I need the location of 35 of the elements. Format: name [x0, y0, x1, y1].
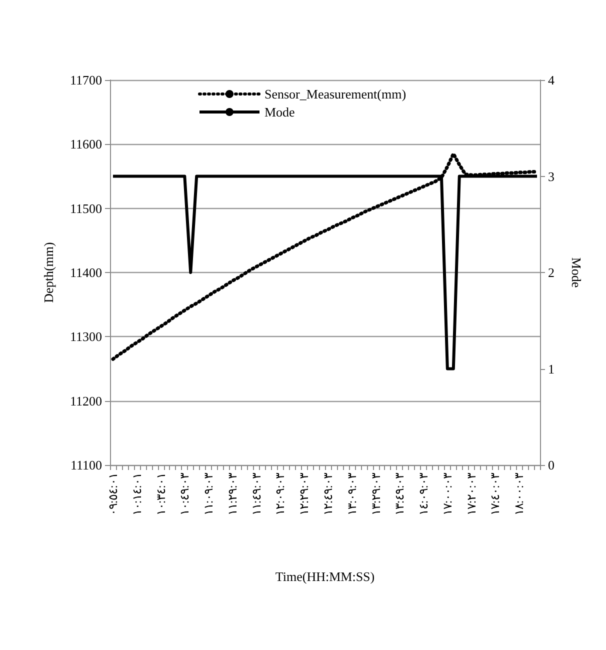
- x-tick-label: ١٣:٢٩:٠٣: [368, 472, 383, 516]
- x-tick-label: ١٤:٠٩:٠٣: [416, 472, 431, 516]
- x-tick-label: ١٠:٤٩:٠٣: [178, 472, 192, 516]
- x-tick-label: ١٢:٢٩:٠٣: [297, 472, 312, 516]
- y-tick-label: 11100: [70, 458, 102, 472]
- x-tick-label: ١١:٤٩:٠٣: [249, 472, 264, 516]
- x-tick-label: ٠٩:٥٤:٠١: [106, 473, 120, 516]
- y-tick-label: 11200: [70, 393, 102, 408]
- y-tick-label: 11500: [70, 200, 102, 216]
- x-tick-label: ١٢:٤٩:٠٣: [320, 472, 335, 516]
- y2-tick-label: 3: [548, 168, 554, 184]
- x-tick-label: ١٣:٠٩:٠٣: [344, 472, 359, 516]
- x-tick-label: ١٧:٢٠:٠٣: [464, 472, 478, 516]
- y-axis-title: Depth(mm): [41, 242, 56, 303]
- x-tick-label: ١١:٢٩:٠٣: [225, 472, 240, 516]
- legend-label: Mode: [264, 104, 296, 120]
- x-axis-title: Time(HH:MM:SS): [275, 569, 375, 584]
- y2-tick-label: 4: [548, 72, 555, 88]
- x-tick-label: ١٨:٠٠:٠٣: [512, 472, 526, 516]
- y-tick-label: 11700: [70, 72, 102, 88]
- legend-label: Sensor_Measurement(mm): [264, 86, 406, 102]
- y-tick-label: 11600: [70, 136, 102, 152]
- x-tick-label: ١٢:٠٩:٠٣: [273, 472, 288, 516]
- y2-axis-title: Mode: [569, 257, 584, 288]
- x-tick-label: ١٠:١٤:٠١: [130, 473, 144, 516]
- x-tick-label: ١٠:٣٤:٠١: [154, 473, 168, 516]
- y2-tick-label: 1: [548, 361, 554, 376]
- x-tick-label: ١١:٠٩:٠٣: [202, 472, 216, 516]
- x-tick-label: ١٧:٠٠:٠٣: [440, 472, 454, 516]
- y-tick-label: 11300: [70, 329, 102, 344]
- y-tick-label: 11400: [70, 265, 102, 280]
- x-tick-label: ١٧:٤٠:٠٣: [488, 472, 502, 516]
- x-tick-label: ١٣:٤٩:٠٣: [392, 472, 407, 516]
- y2-tick-label: 2: [548, 265, 554, 280]
- y2-tick-label: 0: [548, 458, 554, 472]
